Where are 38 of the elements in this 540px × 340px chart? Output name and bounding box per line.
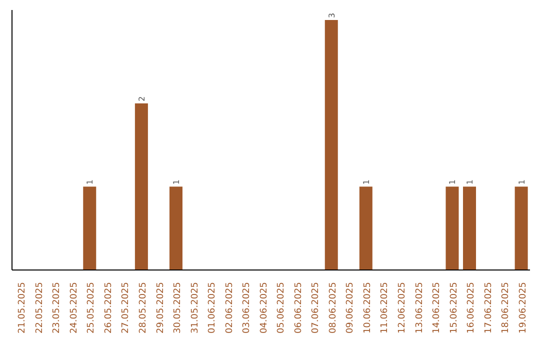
x-tick-label: 19.06.2025 — [518, 282, 528, 334]
x-tick-label: 05.06.2025 — [276, 282, 287, 334]
x-tick-label: 26.05.2025 — [104, 282, 114, 334]
x-tick-label: 29.05.2025 — [156, 282, 166, 334]
x-tick-label: 21.05.2025 — [18, 282, 28, 334]
x-tick-label: 23.05.2025 — [52, 282, 62, 334]
x-tick-label: 17.06.2025 — [484, 282, 494, 334]
x-tick-label: 25.05.2025 — [86, 282, 97, 334]
x-tick-label: 04.06.2025 — [259, 282, 270, 334]
x-tick-label: 16.06.2025 — [466, 282, 477, 334]
x-tick-label: 03.06.2025 — [242, 282, 252, 334]
x-tick-label: 13.06.2025 — [414, 282, 425, 334]
data-label: 1 — [448, 180, 458, 185]
data-label: 1 — [517, 180, 526, 185]
x-tick-label: 18.06.2025 — [501, 282, 512, 334]
x-tick-label: 27.05.2025 — [121, 282, 132, 334]
x-tick-label: 01.06.2025 — [208, 282, 218, 334]
data-label: 1 — [362, 180, 371, 185]
x-tick-label: 31.05.2025 — [190, 282, 200, 334]
x-tick-label: 28.05.2025 — [138, 282, 148, 334]
x-tick-label: 24.05.2025 — [69, 282, 80, 334]
x-tick-label: 22.05.2025 — [34, 282, 45, 334]
x-tick-label: 11.06.2025 — [380, 282, 390, 334]
data-label: 2 — [137, 96, 146, 102]
x-tick-label: 09.06.2025 — [346, 282, 356, 334]
x-tick-label: 02.06.2025 — [224, 282, 235, 334]
x-tick-label: 15.06.2025 — [449, 282, 460, 334]
x-tick-label: 08.06.2025 — [328, 282, 338, 334]
x-tick-label: 12.06.2025 — [398, 282, 408, 334]
data-label: 1 — [172, 180, 181, 185]
x-tick-label: 14.06.2025 — [432, 282, 442, 334]
x-tick-label: 10.06.2025 — [362, 282, 373, 334]
data-label: 1 — [466, 180, 475, 185]
x-tick-label: 06.06.2025 — [294, 282, 304, 334]
x-tick-label: 30.05.2025 — [173, 282, 184, 334]
x-tick-label: 07.06.2025 — [311, 282, 322, 334]
data-label: 1 — [86, 180, 95, 185]
data-label: 3 — [327, 12, 336, 18]
